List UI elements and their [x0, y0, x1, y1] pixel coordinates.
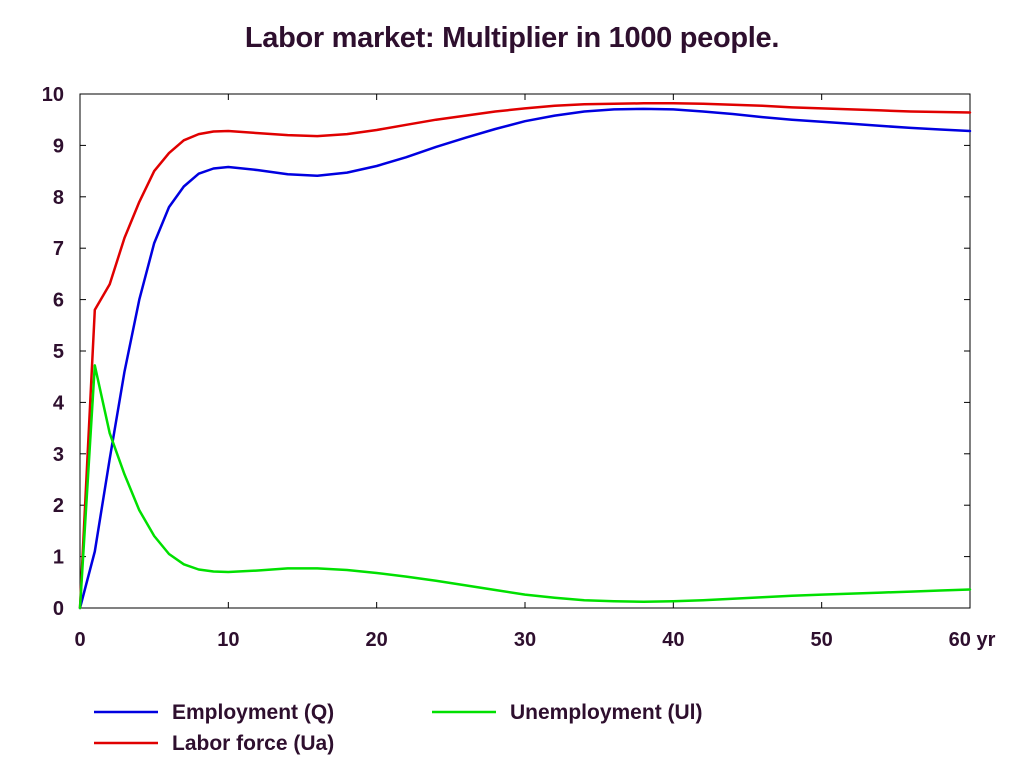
series-line-unemployment-ul — [78, 364, 972, 610]
y-tick-label: 6 — [53, 290, 64, 312]
x-tick-label: 20 — [366, 629, 388, 651]
y-tick-label: 4 — [53, 392, 65, 414]
y-tick-label: 0 — [53, 598, 64, 620]
y-tick-label: 3 — [53, 444, 64, 466]
series-line-labor-force-ua — [78, 102, 972, 610]
series-line-employment-q — [78, 107, 972, 610]
y-tick-label: 8 — [53, 187, 64, 209]
x-tick-label: 50 — [811, 629, 833, 651]
chart-title: Labor market: Multiplier in 1000 people. — [244, 22, 780, 54]
legend-label: Labor force (Ua) — [172, 732, 334, 755]
x-tick-label: 60 yr — [949, 629, 996, 651]
y-tick-label: 5 — [53, 341, 64, 363]
x-tick-label: 40 — [662, 629, 684, 651]
series-lines — [78, 102, 972, 610]
y-tick-label: 10 — [42, 84, 64, 106]
legend: Employment (Q) Unemployment (Ul) Labor for… — [94, 701, 703, 755]
x-tick-label: 0 — [74, 629, 85, 651]
plot-area — [79, 93, 971, 609]
legend-label: Employment (Q) — [172, 701, 334, 724]
y-tick-label: 2 — [53, 495, 64, 517]
plot-frame — [79, 93, 971, 609]
tick-labels: 0 1 2 3 4 5 6 7 8 9 10 0 10 20 30 40 50 60 yr — [42, 84, 996, 651]
x-tick-label: 10 — [217, 629, 239, 651]
y-tick-label: 9 — [53, 135, 64, 157]
x-tick-label: 30 — [514, 629, 536, 651]
y-tick-label: 1 — [53, 547, 64, 569]
legend-label: Unemployment (Ul) — [510, 701, 703, 724]
y-tick-label: 7 — [53, 238, 64, 260]
